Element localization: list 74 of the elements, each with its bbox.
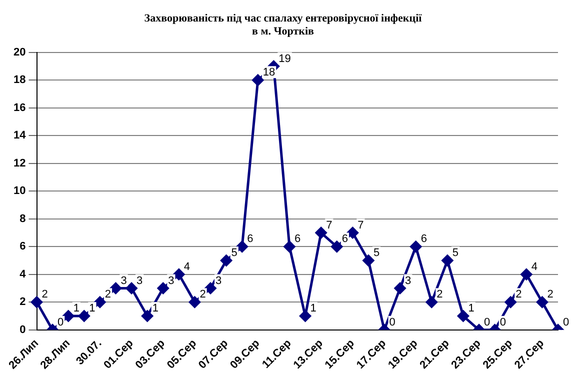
point (315, 227, 327, 239)
data-label: 0 (484, 316, 490, 328)
point (300, 310, 312, 322)
point (394, 282, 406, 294)
y-tick-label: 0 (20, 324, 26, 336)
data-label: 0 (389, 316, 396, 328)
point (62, 310, 74, 322)
point (284, 240, 296, 252)
data-label: 0 (500, 316, 506, 328)
data-label: 5 (373, 247, 380, 260)
data-label: 3 (405, 274, 412, 287)
point (173, 268, 185, 280)
data-label: 2 (547, 288, 554, 301)
data-label: 2 (436, 288, 443, 301)
point (94, 296, 106, 308)
data-label: 1 (152, 302, 158, 315)
data-label: 3 (168, 274, 174, 287)
data-label: 6 (420, 233, 427, 246)
point (78, 310, 90, 322)
point (236, 240, 248, 252)
y-tick-label: 4 (20, 268, 27, 280)
data-label: 2 (104, 288, 112, 301)
y-tick-label: 14 (14, 130, 27, 142)
data-label: 0 (58, 316, 64, 328)
point (188, 296, 200, 308)
data-label: 6 (342, 233, 348, 246)
point (346, 227, 358, 239)
point (142, 310, 154, 322)
data-label: 7 (326, 219, 332, 232)
data-label: 2 (516, 288, 522, 301)
text: Захворюваність під час спалаху ентеровірусної інфекції (144, 12, 422, 24)
data-label: 5 (452, 247, 459, 260)
point (520, 268, 532, 280)
data-label: 3 (120, 274, 127, 287)
data-label: 1 (310, 302, 316, 315)
point (252, 74, 264, 86)
y-tick-label: 8 (20, 212, 26, 225)
data-label: 1 (89, 302, 96, 315)
y-tick-label: 20 (14, 46, 26, 58)
point (31, 296, 42, 308)
point (457, 310, 469, 322)
point (504, 296, 516, 308)
point (426, 296, 438, 308)
data-label: 3 (136, 274, 143, 287)
data-label: 1 (468, 302, 474, 315)
point (442, 254, 454, 266)
data-label: 2 (200, 288, 206, 301)
y-tick-label: 6 (20, 240, 26, 253)
data-label: 3 (216, 274, 222, 287)
point (220, 254, 232, 266)
data-label: 1 (73, 302, 80, 315)
data-label: 6 (247, 233, 254, 246)
y-tick-label: 10 (14, 185, 26, 198)
y-tick-label: 18 (14, 74, 26, 86)
data-label: 0 (563, 316, 570, 328)
point (126, 282, 138, 294)
point (536, 296, 548, 308)
y-tick-label: 2 (20, 296, 26, 308)
data-label: 2 (42, 288, 48, 301)
data-label: 19 (278, 52, 291, 65)
text: в м. Чортків (252, 26, 314, 38)
data-label: 6 (294, 233, 301, 246)
data-label: 4 (184, 260, 190, 273)
data-label: 5 (231, 247, 238, 260)
point (410, 240, 422, 252)
point (362, 254, 374, 266)
point (204, 282, 216, 294)
point (110, 282, 122, 294)
data-label: 18 (262, 66, 276, 79)
data-label: 7 (358, 219, 364, 232)
y-tick-label: 12 (14, 157, 26, 170)
point (331, 240, 343, 252)
data-label: 4 (531, 260, 538, 273)
y-tick-label: 16 (14, 102, 26, 114)
